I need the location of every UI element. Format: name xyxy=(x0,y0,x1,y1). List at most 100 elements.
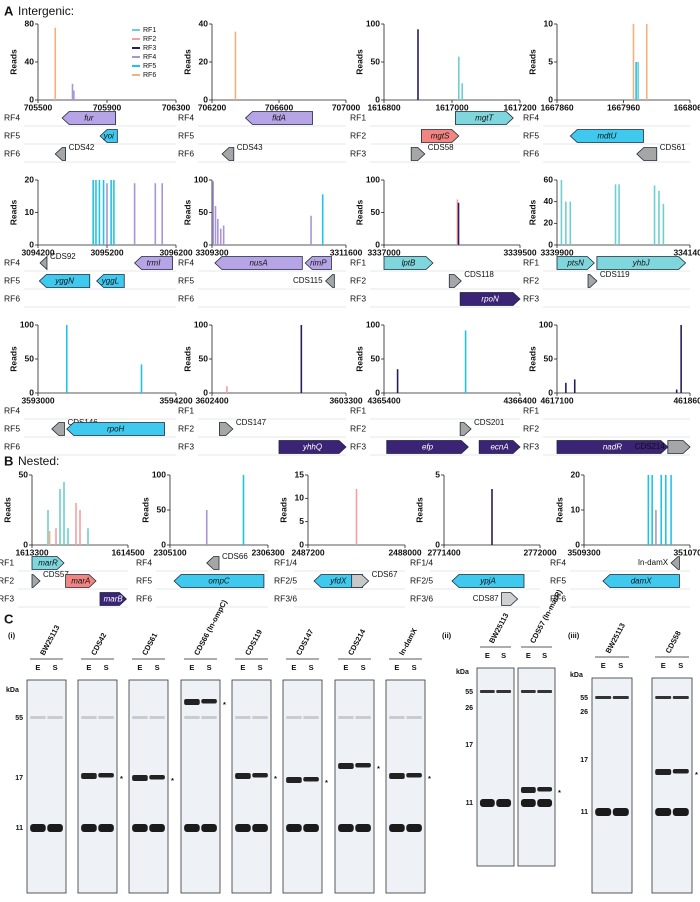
y-tick-label: 0 xyxy=(375,387,380,397)
blot-header: CDS147 xyxy=(294,628,315,657)
panel-letter: A xyxy=(4,3,14,18)
x-tick-label: 2772000 xyxy=(523,547,556,557)
gene-label: yoi xyxy=(103,132,114,141)
blot-membrane xyxy=(180,679,221,894)
blot-band xyxy=(81,824,97,832)
asterisk: * xyxy=(223,700,226,709)
track-label: RF4 xyxy=(523,112,539,122)
y-tick-label: 100 xyxy=(539,319,553,329)
track-label: RF3 xyxy=(523,293,539,303)
y-tick-label: 100 xyxy=(152,469,166,479)
blot-band xyxy=(520,787,536,793)
y-tick-label: 15 xyxy=(295,469,305,479)
blot-membrane xyxy=(231,679,272,894)
track-label: RF3 xyxy=(178,441,194,451)
blot-band xyxy=(81,773,97,779)
lane-label: S xyxy=(412,663,417,672)
lane-label: S xyxy=(207,663,212,672)
x-tick-label: 1617200 xyxy=(503,102,536,112)
asterisk: * xyxy=(274,774,277,783)
y-tick-label: 0 xyxy=(548,387,553,397)
blot-band xyxy=(286,824,302,832)
asterisk: * xyxy=(428,774,431,783)
blot-band xyxy=(479,690,495,693)
x-tick-label: 1667960 xyxy=(607,102,640,112)
x-tick-label: 3096200 xyxy=(159,247,192,257)
blot-header: BW25113 xyxy=(487,612,510,645)
legend-label: RF6 xyxy=(143,72,156,79)
gene-arrow xyxy=(351,574,370,588)
gene-arrow xyxy=(54,147,66,161)
y-axis-label: Reads xyxy=(354,49,364,75)
lane-label: E xyxy=(343,663,348,672)
y-tick-label: 5 xyxy=(548,56,553,66)
blot-header: CDS66 (In-ompC) xyxy=(192,598,229,657)
blot-band xyxy=(595,808,612,816)
y-axis-label: Reads xyxy=(414,497,424,523)
gene-label: damX xyxy=(631,577,653,586)
track-label: RF4 xyxy=(4,257,20,267)
marker-label: 11 xyxy=(16,825,24,832)
y-axis-label: Reads xyxy=(354,199,364,225)
y-tick-label: 10 xyxy=(25,207,35,217)
y-tick-label: 0 xyxy=(299,539,304,549)
blot-membrane xyxy=(282,679,323,894)
lane-label: S xyxy=(155,663,160,672)
gene-arrow xyxy=(587,274,598,288)
y-axis-label: Reads xyxy=(8,199,18,225)
track-label: RF5 xyxy=(178,275,194,285)
lane-label: E xyxy=(35,663,40,672)
blot-band xyxy=(406,773,422,778)
y-tick-label: 100 xyxy=(20,319,34,329)
x-tick-label: 3341400 xyxy=(673,247,700,257)
gene-label: efp xyxy=(422,443,434,452)
blot-band xyxy=(672,808,689,816)
x-tick-label: 4365400 xyxy=(367,395,400,405)
x-tick-label: 2487200 xyxy=(291,547,324,557)
x-tick-label: 1616800 xyxy=(367,102,400,112)
blot-band xyxy=(496,690,512,693)
blot-band xyxy=(132,716,148,719)
gene-arrow xyxy=(459,292,521,306)
blot-header: CDS57 (In-marR) xyxy=(528,588,564,645)
y-tick-label: 0 xyxy=(548,239,553,249)
gene-label: CDS67 xyxy=(372,570,398,579)
y-tick-label: 40 xyxy=(544,196,554,206)
y-tick-label: 10 xyxy=(544,18,554,28)
panel-title: Intergenic: xyxy=(18,4,74,18)
x-tick-label: 1614500 xyxy=(111,547,144,557)
gene-label: CDS115 xyxy=(293,276,323,285)
gene-label: ypjA xyxy=(479,577,496,586)
blot-membrane xyxy=(517,667,556,867)
x-tick-label: 3311600 xyxy=(330,247,363,257)
gene-label: CDS147 xyxy=(236,418,267,427)
track-label: RF2 xyxy=(350,130,366,140)
y-tick-label: 0 xyxy=(375,239,380,249)
blot-band xyxy=(338,716,354,719)
track-label: RF6 xyxy=(4,441,20,451)
track-label: RF5 xyxy=(550,575,566,585)
y-tick-label: 20 xyxy=(571,469,581,479)
y-axis-label: Reads xyxy=(8,346,18,372)
blot-band xyxy=(338,824,354,832)
track-label: RF5 xyxy=(4,275,20,285)
blot-header: BW25113 xyxy=(38,624,61,657)
gene-label: CDS66 xyxy=(222,552,248,561)
legend-label: RF2 xyxy=(143,36,156,43)
gene-label: CDS119 xyxy=(600,270,630,279)
marker-label: 26 xyxy=(580,709,588,716)
y-tick-label: 100 xyxy=(194,319,208,329)
blot-band xyxy=(355,824,371,832)
blot-membrane xyxy=(128,679,169,894)
gene-arrow xyxy=(66,422,165,436)
blot-band xyxy=(132,775,148,781)
gene-label: marR xyxy=(38,559,58,568)
y-axis-label: Reads xyxy=(8,49,18,75)
marker-label: 26 xyxy=(465,705,473,712)
track-label: RF2 xyxy=(523,275,539,285)
gene-label: CDS43 xyxy=(237,143,263,152)
x-tick-label: 707000 xyxy=(332,102,361,112)
blot-band xyxy=(201,716,217,719)
lane-label: S xyxy=(361,663,366,672)
